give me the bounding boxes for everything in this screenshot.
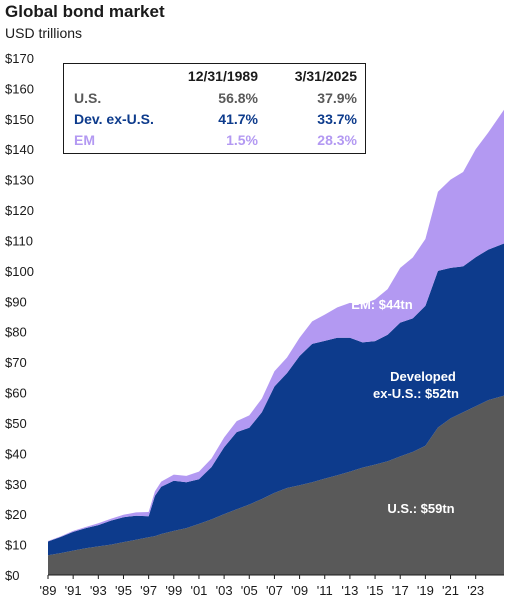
x-tick-label: '23 xyxy=(467,583,484,598)
y-tick-label: $110 xyxy=(5,233,33,248)
chart-title: Global bond market xyxy=(5,2,165,21)
annotation-us: U.S.: $59tn xyxy=(387,501,454,516)
y-tick-label: $160 xyxy=(5,81,34,96)
x-tick-label: '89 xyxy=(40,583,57,598)
y-tick-label: $140 xyxy=(5,142,34,157)
annotations-group: EM: $44tn Developed ex-U.S.: $52tn U.S.:… xyxy=(351,297,459,516)
y-tick-label: $100 xyxy=(5,264,34,279)
table-header-1989: 12/31/1989 xyxy=(187,68,258,84)
annotation-em: EM: $44tn xyxy=(351,297,412,312)
annotation-dev-line1: Developed xyxy=(390,369,456,384)
table-row-us-2025: 37.9% xyxy=(317,90,357,106)
y-tick-label: $10 xyxy=(5,538,27,553)
x-tick-label: '99 xyxy=(165,583,182,598)
table-row-dev-1989: 41.7% xyxy=(218,111,258,127)
y-tick-label: $170 xyxy=(5,51,34,66)
chart-subtitle: USD trillions xyxy=(5,25,83,41)
x-tick-label: '19 xyxy=(417,583,434,598)
x-tick-label: '07 xyxy=(266,583,283,598)
x-tick-label: '15 xyxy=(367,583,384,598)
table-row-dev-2025: 33.7% xyxy=(317,111,357,127)
y-tick-label: $60 xyxy=(5,386,27,401)
y-tick-label: $70 xyxy=(5,355,27,370)
y-tick-label: $80 xyxy=(5,325,27,340)
x-tick-label: '03 xyxy=(216,583,233,598)
y-tick-label: $40 xyxy=(5,446,27,461)
area-series-us xyxy=(48,395,504,575)
y-tick-label: $30 xyxy=(5,477,27,492)
y-tick-label: $150 xyxy=(5,112,34,127)
area-series-group xyxy=(48,109,504,575)
x-tick-label: '01 xyxy=(190,583,207,598)
y-tick-label: $120 xyxy=(5,203,34,218)
x-tick-label: '13 xyxy=(341,583,358,598)
table-header-2025: 3/31/2025 xyxy=(294,68,357,84)
x-tick-label: '95 xyxy=(115,583,132,598)
x-tick-label: '17 xyxy=(392,583,409,598)
x-tick-label: '93 xyxy=(90,583,107,598)
axes-group: $0 $10 $20 $30 $40 $50 $60 $70 $80 $90 $100 $110 $12… xyxy=(5,51,504,598)
x-tick-label: '21 xyxy=(442,583,459,598)
x-tick-label: '91 xyxy=(65,583,82,598)
table-row-us-label: U.S. xyxy=(74,90,102,106)
x-tick-label: '11 xyxy=(317,583,333,598)
x-tick-label: '97 xyxy=(140,583,157,598)
table-row-dev-label: Dev. ex-U.S. xyxy=(74,111,154,127)
y-tick-label: $130 xyxy=(5,173,34,188)
y-tick-label: $90 xyxy=(5,294,27,309)
y-tick-label: $50 xyxy=(5,416,27,431)
area-series-dev-ex-us xyxy=(48,243,504,556)
share-table: 12/31/1989 3/31/2025 U.S. 56.8% 37.9% De… xyxy=(63,63,366,154)
y-tick-label: $20 xyxy=(5,507,27,522)
table-row-em-label: EM xyxy=(74,132,95,148)
x-tick-label: '09 xyxy=(291,583,308,598)
y-tick-label: $0 xyxy=(5,568,19,583)
table-row-em-2025: 28.3% xyxy=(317,132,357,148)
table-row-us-1989: 56.8% xyxy=(218,90,258,106)
table-row-em-1989: 1.5% xyxy=(226,132,258,148)
annotation-dev-line2: ex-U.S.: $52tn xyxy=(373,386,459,401)
x-tick-label: '05 xyxy=(241,583,258,598)
